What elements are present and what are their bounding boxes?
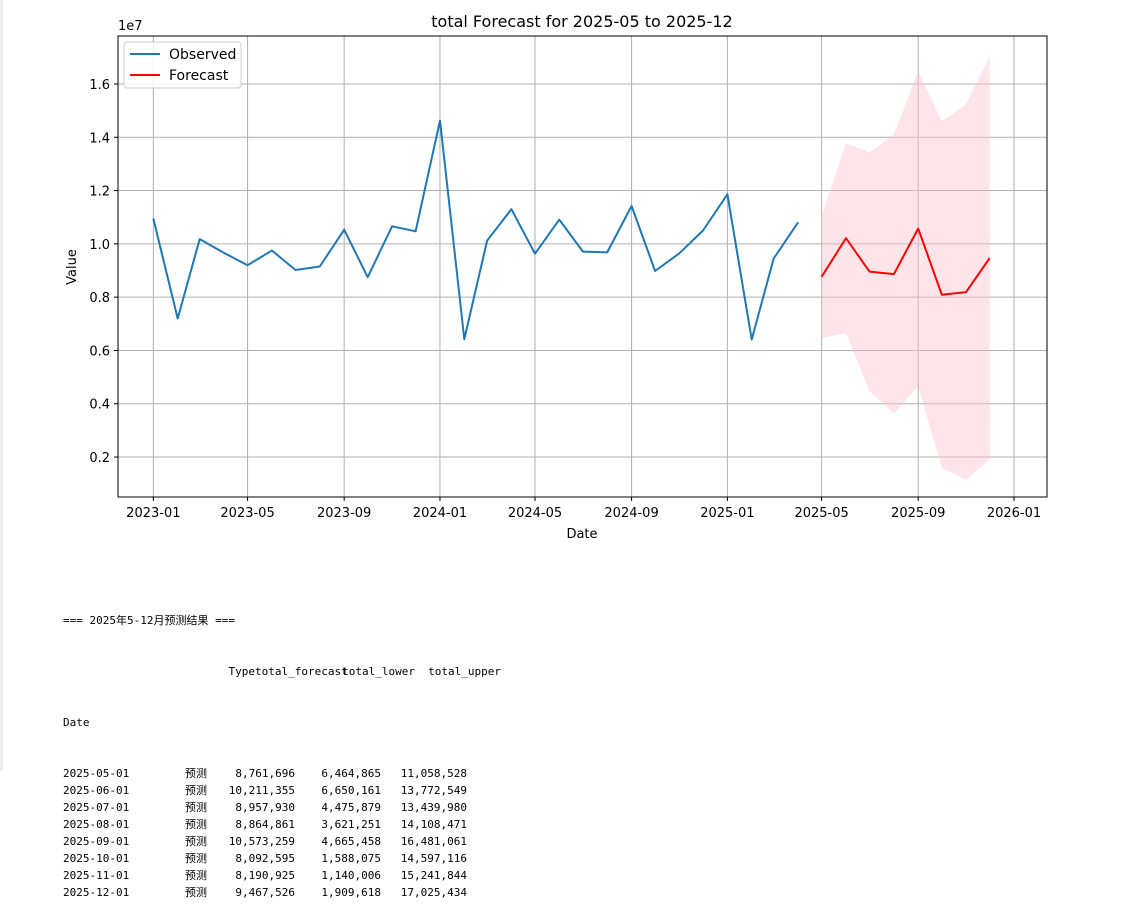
row-upper: 16,481,061	[400, 835, 467, 848]
y-tick-label: 0.8	[89, 291, 110, 306]
row-type: 预测	[185, 869, 207, 882]
output-row: 2025-09-01 预测 10,573,259 4,665,458 16,481,06…	[63, 833, 501, 850]
column-header-lower: total_lower	[342, 665, 415, 678]
legend: Observed Forecast	[123, 41, 242, 89]
x-tick-label: 2024-09	[604, 506, 658, 521]
row-type: 预测	[185, 886, 207, 899]
x-axis-label: Date	[566, 527, 597, 542]
output-row: 2025-11-01 预测 8,190,925 1,140,006 15,241,844	[63, 867, 501, 884]
column-header-forecast: total_forecast	[255, 665, 348, 678]
confidence-band-layer	[821, 56, 990, 480]
confidence-band	[821, 56, 990, 480]
output-row: 2025-06-01 预测 10,211,355 6,650,161 13,772,54…	[63, 782, 501, 799]
forecast-chart: 2023-01 2023-05 2023-09 2024-01 2024-05 2024-…	[65, 12, 1048, 542]
row-forecast: 8,957,930	[235, 801, 295, 814]
row-lower: 4,475,879	[321, 801, 381, 814]
legend-observed-label: Observed	[169, 47, 236, 63]
row-lower: 6,464,865	[321, 767, 381, 780]
output-row: 2025-08-01 预测 8,864,861 3,621,251 14,108,471	[63, 816, 501, 833]
x-tick-label: 2025-01	[700, 506, 754, 521]
row-upper: 14,108,471	[400, 818, 467, 831]
x-tick-label: 2025-09	[891, 506, 945, 521]
row-upper: 13,439,980	[400, 801, 467, 814]
y-axis-label: Value	[65, 249, 80, 285]
row-forecast: 10,573,259	[228, 835, 295, 848]
row-date: 2025-10-01	[63, 852, 130, 865]
row-upper: 17,025,434	[400, 886, 467, 899]
row-date: 2025-07-01	[63, 801, 130, 814]
row-forecast: 8,761,696	[235, 767, 295, 780]
row-upper: 14,597,116	[400, 852, 467, 865]
console-output: === 2025年5-12月预测结果 === Typetotal_forecas…	[63, 578, 501, 918]
x-tick-label: 2024-01	[413, 506, 467, 521]
output-row: 2025-05-01 预测 8,761,696 6,464,865 11,058,528	[63, 765, 501, 782]
row-date: 2025-08-01	[63, 818, 130, 831]
row-forecast: 10,211,355	[228, 784, 295, 797]
chart-title: total Forecast for 2025-05 to 2025-12	[431, 12, 732, 31]
output-heading: === 2025年5-12月预测结果 ===	[63, 614, 235, 627]
row-type: 预测	[185, 852, 207, 865]
output-column-header: Typetotal_forecasttotal_lower total_upper	[63, 663, 502, 680]
grid	[118, 36, 1047, 497]
column-header-type: Type	[228, 665, 256, 678]
window-edge	[0, 0, 3, 771]
y-tick-label: 0.2	[89, 451, 110, 466]
y-tick-label: 0.6	[89, 344, 110, 359]
row-type: 预测	[185, 835, 207, 848]
y-tick-label: 1.6	[89, 78, 110, 93]
row-forecast: 8,864,861	[235, 818, 295, 831]
row-upper: 13,772,549	[400, 784, 467, 797]
row-forecast: 8,190,925	[235, 869, 295, 882]
series-layer	[152, 119, 991, 341]
row-lower: 1,909,618	[321, 886, 381, 899]
x-tick-label: 2026-01	[987, 506, 1041, 521]
y-tick-label: 1.0	[89, 238, 110, 253]
x-tick-label: 2024-05	[508, 506, 562, 521]
row-forecast: 8,092,595	[235, 852, 295, 865]
row-date: 2025-09-01	[63, 835, 130, 848]
row-upper: 15,241,844	[400, 869, 467, 882]
x-tick-label: 2023-09	[317, 506, 371, 521]
legend-forecast-label: Forecast	[169, 68, 229, 84]
row-lower: 6,650,161	[321, 784, 381, 797]
column-header-upper: total_upper	[428, 665, 501, 678]
row-type: 预测	[185, 784, 207, 797]
y-tick-label: 0.4	[89, 398, 110, 413]
observed-series-line	[152, 119, 799, 341]
output-index-name: Date	[63, 716, 90, 729]
plot-frame	[117, 35, 1048, 498]
row-lower: 4,665,458	[321, 835, 381, 848]
output-row: 2025-12-01 预测 9,467,526 1,909,618 17,025,434	[63, 884, 501, 901]
row-type: 预测	[185, 801, 207, 814]
row-forecast: 9,467,526	[235, 886, 295, 899]
ticks: 2023-01 2023-05 2023-09 2024-01 2024-05 2024-…	[89, 78, 1041, 521]
x-tick-label: 2023-01	[126, 506, 180, 521]
output-row: 2025-07-01 预测 8,957,930 4,475,879 13,439,980	[63, 799, 501, 816]
x-tick-label: 2023-05	[220, 506, 274, 521]
row-lower: 1,588,075	[321, 852, 381, 865]
row-type: 预测	[185, 818, 207, 831]
row-date: 2025-05-01	[63, 767, 130, 780]
y-axis-scale-label: 1e7	[118, 19, 143, 34]
forecast-series-line	[820, 227, 991, 296]
output-row: 2025-10-01 预测 8,092,595 1,588,075 14,597,116	[63, 850, 501, 867]
x-tick-label: 2025-05	[794, 506, 848, 521]
row-lower: 1,140,006	[321, 869, 381, 882]
row-date: 2025-06-01	[63, 784, 130, 797]
row-upper: 11,058,528	[400, 767, 467, 780]
row-lower: 3,621,251	[321, 818, 381, 831]
y-tick-label: 1.4	[89, 131, 110, 146]
row-date: 2025-12-01	[63, 886, 130, 899]
y-tick-label: 1.2	[89, 185, 110, 200]
row-type: 预测	[185, 767, 207, 780]
row-date: 2025-11-01	[63, 869, 130, 882]
